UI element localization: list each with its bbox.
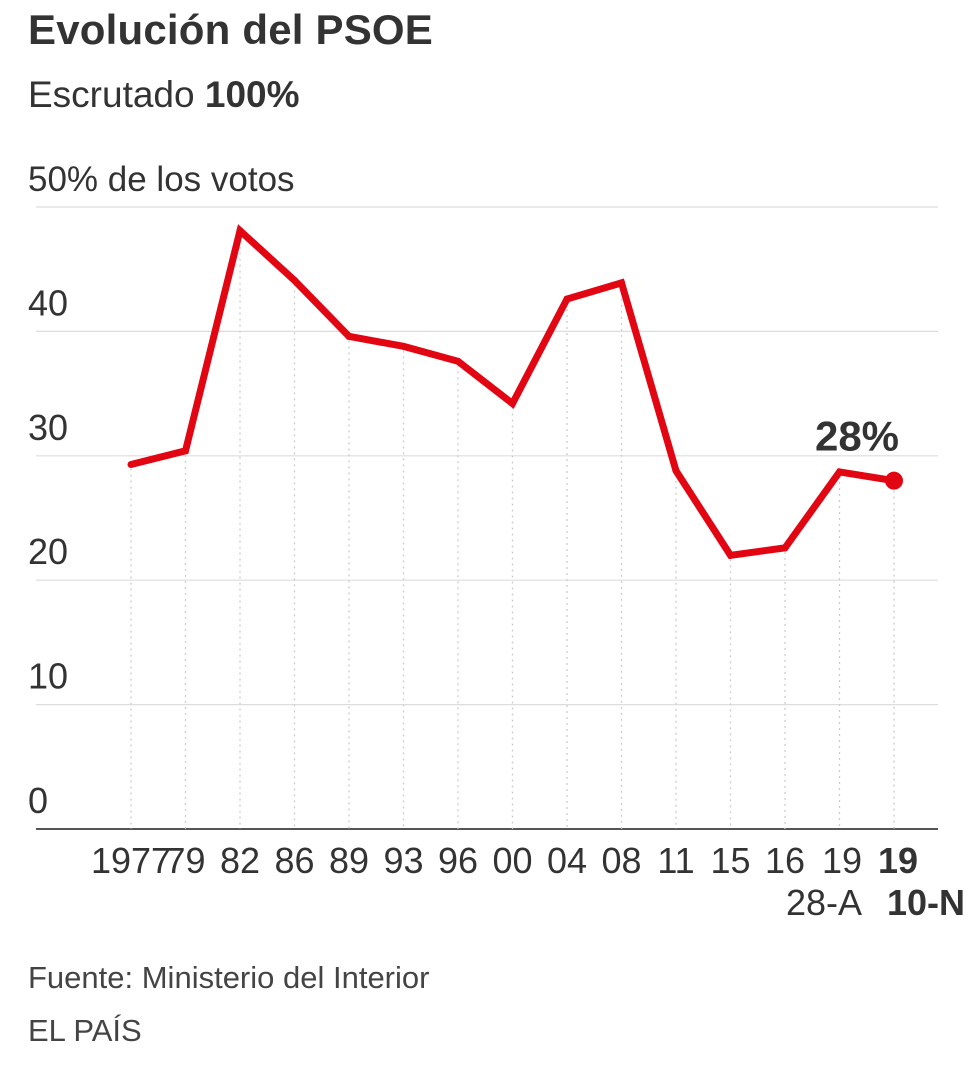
y-tick-label: 30 [28, 407, 68, 448]
annotation-layer: 28% [815, 413, 899, 460]
x-tick-label: 04 [547, 840, 587, 881]
y-tick-label: 50% de los votos [28, 160, 295, 199]
data-point [182, 447, 189, 455]
x-tick-label: 19 [878, 840, 918, 881]
x-tick-label: 08 [601, 840, 641, 881]
subtitle-value: 100% [204, 74, 300, 115]
data-point [127, 461, 135, 469]
data-point [618, 279, 625, 287]
y-tick-labels: 0 10 20 30 40 50% de los votos [28, 160, 295, 821]
x-tick-label: 96 [438, 840, 478, 881]
x-tick-label: 16 [765, 840, 805, 881]
grid-layer [36, 206, 938, 830]
data-point [781, 544, 789, 552]
y-tick-label: 40 [28, 282, 68, 323]
credit-label: EL PAÍS [28, 1013, 142, 1048]
x-tick-sublabel: 10-N [887, 882, 965, 923]
highlight-point [885, 471, 903, 490]
data-point [454, 357, 462, 365]
x-tick-label: 89 [329, 840, 369, 881]
chart-subtitle: Escrutado 100% [28, 74, 300, 116]
x-tick-label: 79 [165, 840, 205, 881]
y-tick-label: 20 [28, 531, 68, 572]
chart-title: Evolución del PSOE [28, 6, 434, 53]
y-tick-label: 0 [28, 780, 48, 821]
data-point [563, 295, 571, 303]
y-tick-label: 10 [28, 656, 68, 697]
subtitle-prefix: Escrutado [28, 74, 195, 115]
data-point [509, 400, 516, 408]
source-note: Fuente: Ministerio del Interior [28, 960, 430, 995]
data-point [672, 467, 680, 475]
x-tick-label: 00 [492, 840, 532, 881]
x-tick-label: 11 [657, 840, 694, 881]
data-point [236, 227, 244, 235]
x-tick-label: 86 [274, 840, 314, 881]
series-line-psoe [130, 224, 895, 560]
data-point [727, 551, 734, 559]
x-tick-label: 19 [822, 840, 862, 881]
data-point [400, 342, 407, 350]
series-layer [127, 224, 903, 560]
x-tick-label: 93 [383, 840, 423, 881]
x-tick-label: 1977 [91, 840, 171, 881]
x-tick-label: 82 [220, 840, 260, 881]
data-point [836, 468, 843, 476]
x-tick-label: 15 [710, 840, 750, 881]
data-point [345, 332, 353, 340]
guide-layer [130, 234, 895, 829]
value-annotation: 28% [815, 413, 899, 460]
data-point [291, 276, 298, 284]
x-tick-sublabel: 28-A [786, 882, 862, 923]
